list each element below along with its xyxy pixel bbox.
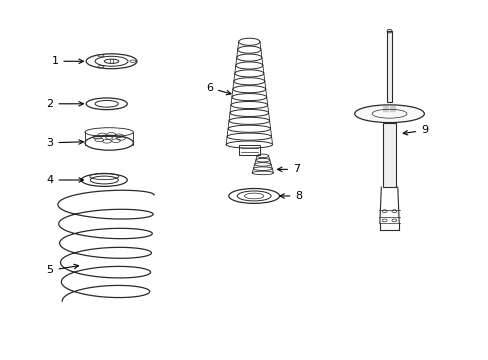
Text: 3: 3	[46, 138, 83, 148]
Text: 8: 8	[279, 191, 302, 201]
Bar	[382, 105, 395, 112]
Text: 7: 7	[277, 165, 300, 174]
Text: 5: 5	[46, 264, 79, 275]
Bar	[386, 31, 391, 102]
Ellipse shape	[354, 105, 424, 123]
Text: 2: 2	[46, 99, 83, 109]
Bar	[382, 123, 395, 187]
Text: 4: 4	[46, 175, 83, 185]
Text: 9: 9	[403, 125, 427, 135]
Bar	[238, 145, 260, 155]
Text: 1: 1	[51, 56, 83, 66]
Text: 6: 6	[205, 83, 230, 95]
